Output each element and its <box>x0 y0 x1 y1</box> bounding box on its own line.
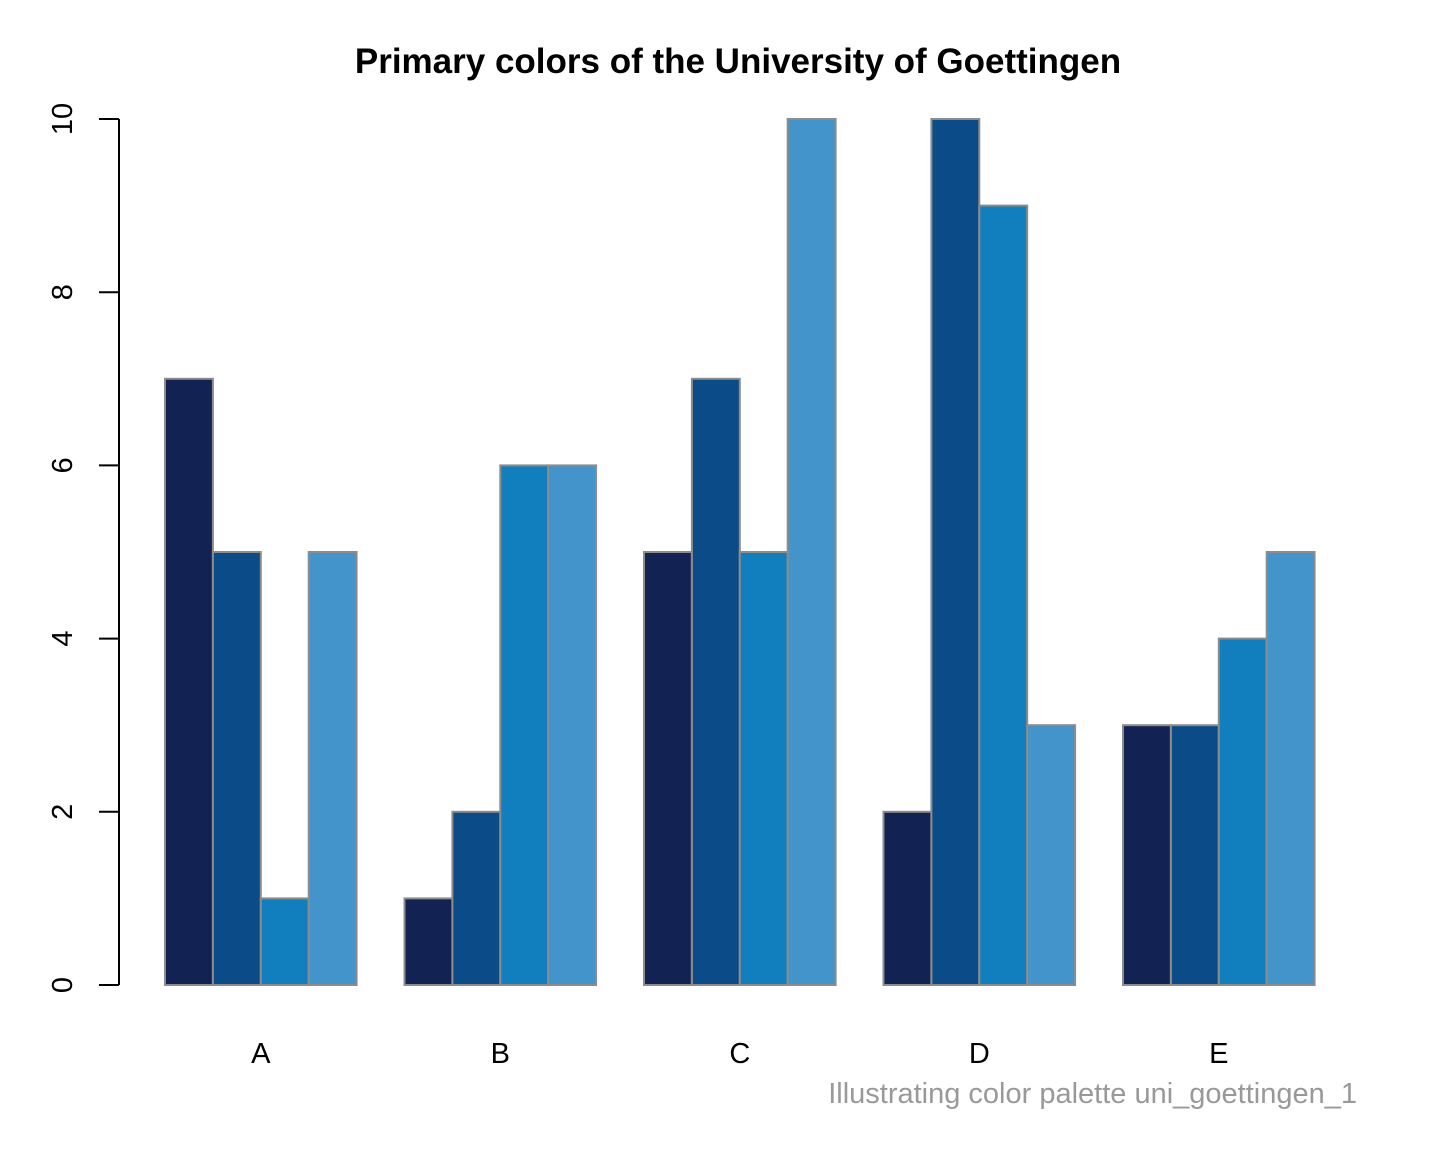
bar-c-3 <box>738 551 789 986</box>
bar-d-1 <box>882 810 933 986</box>
y-tick-label: 2 <box>47 804 79 820</box>
bar-c-4 <box>786 118 837 986</box>
y-tick-label: 6 <box>47 457 79 473</box>
chart-caption: Illustrating color palette uni_goettinge… <box>828 1078 1357 1110</box>
y-tick-label: 10 <box>47 103 79 135</box>
bars-group <box>164 118 1316 987</box>
bar-d-3 <box>978 204 1029 987</box>
category-label-b: B <box>491 1038 510 1070</box>
bar-b-4 <box>547 464 598 986</box>
bar-b-1 <box>403 897 454 987</box>
bar-e-1 <box>1122 724 1172 986</box>
y-tick-label: 4 <box>47 631 79 647</box>
y-axis: 0 2 4 6 8 10 <box>47 103 120 993</box>
y-tick-label: 8 <box>47 284 79 300</box>
bar-b-2 <box>451 810 502 986</box>
bar-a-2 <box>211 551 262 986</box>
chart-title: Primary colors of the University of Goet… <box>355 42 1121 81</box>
category-label-d: D <box>969 1038 990 1070</box>
category-labels: A B C D E <box>251 1038 1228 1070</box>
y-tick-label: 0 <box>47 977 79 993</box>
bar-e-3 <box>1217 637 1268 986</box>
bar-d-4 <box>1026 724 1077 986</box>
bar-e-2 <box>1169 724 1220 986</box>
bar-c-2 <box>690 377 741 986</box>
category-label-a: A <box>251 1038 271 1070</box>
bar-c-1 <box>643 551 693 986</box>
bar-d-2 <box>930 118 981 986</box>
bar-a-4 <box>307 551 358 986</box>
bar-a-3 <box>259 897 310 987</box>
bar-e-4 <box>1265 551 1316 986</box>
category-label-e: E <box>1209 1038 1228 1070</box>
bar-a-1 <box>164 377 214 986</box>
category-label-c: C <box>729 1038 750 1070</box>
bar-b-3 <box>499 464 550 986</box>
